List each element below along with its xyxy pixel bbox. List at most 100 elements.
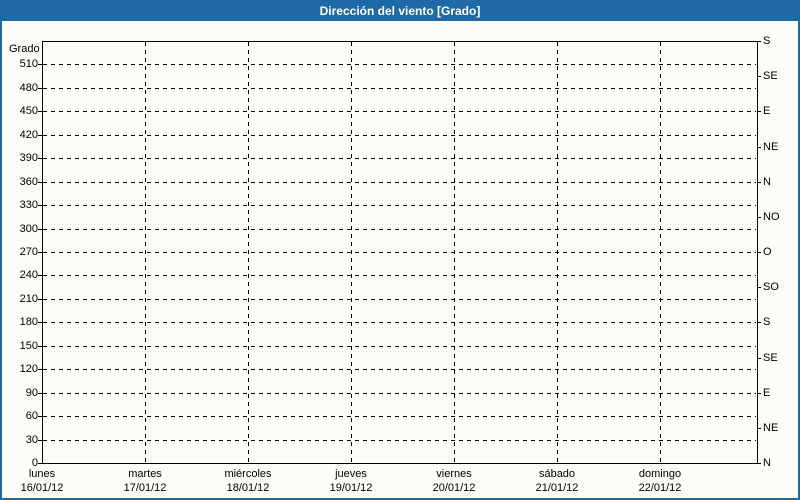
x-date-label: 20/01/12 bbox=[432, 482, 476, 494]
y-right-tick-label: S bbox=[763, 316, 771, 328]
y-left-tick-label: 60 bbox=[25, 410, 38, 422]
y-right-tick-label: NE bbox=[763, 422, 779, 434]
y-right-tick-label: NE bbox=[763, 141, 779, 153]
y-left-tick-label: 30 bbox=[25, 434, 38, 446]
y-right-tick-label: O bbox=[763, 246, 772, 258]
y-right-tick-label: SE bbox=[763, 352, 778, 364]
y-right-tick bbox=[757, 393, 761, 394]
y-right-tick-label: SO bbox=[763, 281, 779, 293]
y-right-tick-label: SE bbox=[763, 70, 778, 82]
y-left-tick bbox=[38, 275, 42, 276]
h-gridline bbox=[43, 322, 756, 323]
y-axis-title: Grado bbox=[9, 43, 40, 55]
y-left-tick bbox=[38, 299, 42, 300]
y-right-tick bbox=[757, 287, 761, 288]
h-gridline bbox=[43, 440, 756, 441]
y-right-tick bbox=[757, 182, 761, 183]
y-left-tick bbox=[38, 158, 42, 159]
h-gridline bbox=[43, 205, 756, 206]
y-left-tick bbox=[38, 64, 42, 65]
y-right-tick bbox=[757, 76, 761, 77]
v-gridline bbox=[248, 42, 249, 462]
h-gridline bbox=[43, 252, 756, 253]
y-right-tick bbox=[757, 111, 761, 112]
h-gridline bbox=[43, 393, 756, 394]
y-left-tick bbox=[38, 369, 42, 370]
y-right-tick bbox=[757, 463, 761, 464]
y-left-tick-label: 180 bbox=[19, 316, 38, 328]
v-gridline bbox=[145, 42, 146, 462]
y-left-tick-label: 360 bbox=[19, 176, 38, 188]
v-gridline bbox=[660, 42, 661, 462]
x-date-label: 18/01/12 bbox=[226, 482, 270, 494]
x-day-label: martes bbox=[128, 468, 162, 480]
y-right-tick-label: E bbox=[763, 105, 771, 117]
y-left-tick-label: 240 bbox=[19, 269, 38, 281]
y-left-tick-label: 510 bbox=[19, 58, 38, 70]
y-left-tick-label: 450 bbox=[19, 105, 38, 117]
y-left-tick-label: 300 bbox=[19, 223, 38, 235]
y-right-tick-label: N bbox=[763, 457, 771, 469]
y-left-tick bbox=[38, 416, 42, 417]
x-date-label: 21/01/12 bbox=[535, 482, 579, 494]
y-left-tick-label: 330 bbox=[19, 199, 38, 211]
h-gridline bbox=[43, 346, 756, 347]
y-left-tick-label: 150 bbox=[19, 340, 38, 352]
x-date-label: 16/01/12 bbox=[20, 482, 64, 494]
y-right-tick bbox=[757, 428, 761, 429]
h-gridline bbox=[43, 64, 756, 65]
y-left-tick-label: 120 bbox=[19, 363, 38, 375]
x-day-label: sábado bbox=[538, 468, 576, 480]
y-left-tick bbox=[38, 88, 42, 89]
y-left-tick bbox=[38, 135, 42, 136]
x-date-label: 17/01/12 bbox=[123, 482, 167, 494]
y-right-tick bbox=[757, 252, 761, 253]
y-left-tick bbox=[38, 393, 42, 394]
x-day-label: viernes bbox=[436, 468, 472, 480]
y-left-tick-label: 0 bbox=[31, 457, 38, 469]
h-gridline bbox=[43, 299, 756, 300]
h-gridline bbox=[43, 182, 756, 183]
y-left-tick-label: 90 bbox=[25, 387, 38, 399]
y-right-tick bbox=[757, 322, 761, 323]
y-left-tick-label: 210 bbox=[19, 293, 38, 305]
y-right-tick-label: N bbox=[763, 176, 771, 188]
x-date-label: 19/01/12 bbox=[329, 482, 373, 494]
h-gridline bbox=[43, 158, 756, 159]
h-gridline bbox=[43, 88, 756, 89]
h-gridline bbox=[43, 229, 756, 230]
x-day-label: lunes bbox=[28, 468, 56, 480]
y-left-tick-label: 270 bbox=[19, 246, 38, 258]
y-left-tick-label: 480 bbox=[19, 82, 38, 94]
y-right-tick-label: E bbox=[763, 387, 771, 399]
h-gridline bbox=[43, 135, 756, 136]
y-left-tick bbox=[38, 463, 42, 464]
y-left-tick bbox=[38, 440, 42, 441]
y-left-tick-label: 420 bbox=[19, 129, 38, 141]
v-gridline bbox=[351, 42, 352, 462]
x-day-label: jueves bbox=[335, 468, 367, 480]
h-gridline bbox=[43, 111, 756, 112]
y-left-tick bbox=[38, 252, 42, 253]
x-day-label: domingo bbox=[638, 468, 682, 480]
x-day-label: miércoles bbox=[224, 468, 272, 480]
h-gridline bbox=[43, 275, 756, 276]
y-left-tick bbox=[38, 346, 42, 347]
h-gridline bbox=[43, 369, 756, 370]
y-left-tick bbox=[38, 111, 42, 112]
chart-title: Dirección del viento [Grado] bbox=[319, 4, 481, 18]
y-left-tick bbox=[38, 205, 42, 206]
y-right-tick bbox=[757, 358, 761, 359]
h-gridline bbox=[43, 416, 756, 417]
v-gridline bbox=[557, 42, 558, 462]
y-left-tick bbox=[38, 229, 42, 230]
y-right-tick bbox=[757, 217, 761, 218]
y-left-tick bbox=[38, 322, 42, 323]
chart-title-bar: Dirección del viento [Grado] bbox=[2, 2, 798, 21]
y-right-tick-label: S bbox=[763, 35, 771, 47]
y-left-tick-label: 390 bbox=[19, 152, 38, 164]
y-left-tick bbox=[38, 182, 42, 183]
y-right-tick-label: NO bbox=[763, 211, 780, 223]
y-right-tick bbox=[757, 147, 761, 148]
